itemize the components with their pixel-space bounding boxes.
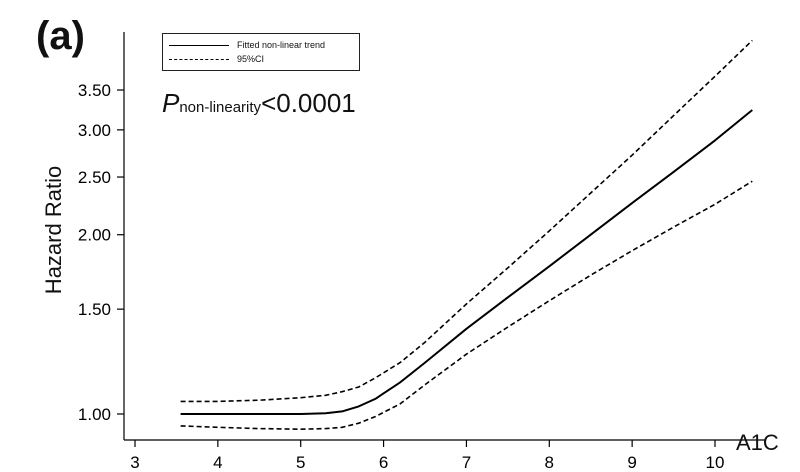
panel-label: (a) bbox=[36, 14, 85, 58]
axis-ticks: 3 4 5 6 7 8 9 10 1.00 1.50 2.00 2.50 3.00 3.50 bbox=[78, 81, 725, 472]
p-value-annotation: Pnon-linearity<0.0001 bbox=[162, 88, 356, 119]
ci-upper-line bbox=[180, 39, 753, 403]
p-value-text: <0.0001 bbox=[261, 88, 356, 118]
legend-solid-swatch bbox=[169, 44, 229, 46]
y-tick-label: 1.50 bbox=[78, 300, 111, 319]
legend-label-ci: 95%CI bbox=[237, 54, 265, 64]
legend-dashed-swatch bbox=[169, 58, 229, 60]
y-tick-label: 2.50 bbox=[78, 168, 111, 187]
legend: Fitted non-linear trend 95%CI bbox=[162, 33, 360, 71]
x-tick-label: 9 bbox=[627, 453, 636, 472]
x-tick-label: 3 bbox=[130, 453, 139, 472]
x-tick-label: 6 bbox=[379, 453, 388, 472]
x-tick-label: 7 bbox=[462, 453, 471, 472]
x-tick-label: 10 bbox=[706, 453, 725, 472]
y-tick-label: 2.00 bbox=[78, 226, 111, 245]
x-tick-label: 4 bbox=[213, 453, 222, 472]
legend-label-fitted: Fitted non-linear trend bbox=[237, 40, 326, 50]
x-tick-label: 5 bbox=[296, 453, 305, 472]
y-tick-label: 3.50 bbox=[78, 81, 111, 100]
p-symbol: P bbox=[162, 88, 180, 118]
y-tick-label: 3.00 bbox=[78, 121, 111, 140]
x-tick-label: 8 bbox=[545, 453, 554, 472]
y-axis-label: Hazard Ratio bbox=[41, 165, 66, 295]
legend-item-ci: 95%CI bbox=[169, 53, 264, 65]
series-lines bbox=[180, 39, 753, 431]
ci-lower-line bbox=[180, 180, 753, 431]
p-subscript: non-linearity bbox=[179, 99, 262, 116]
fitted-trend-line bbox=[180, 109, 753, 415]
x-axis-label: A1C bbox=[736, 430, 779, 455]
legend-item-fitted: Fitted non-linear trend bbox=[169, 39, 325, 51]
y-tick-label: 1.00 bbox=[78, 405, 111, 424]
